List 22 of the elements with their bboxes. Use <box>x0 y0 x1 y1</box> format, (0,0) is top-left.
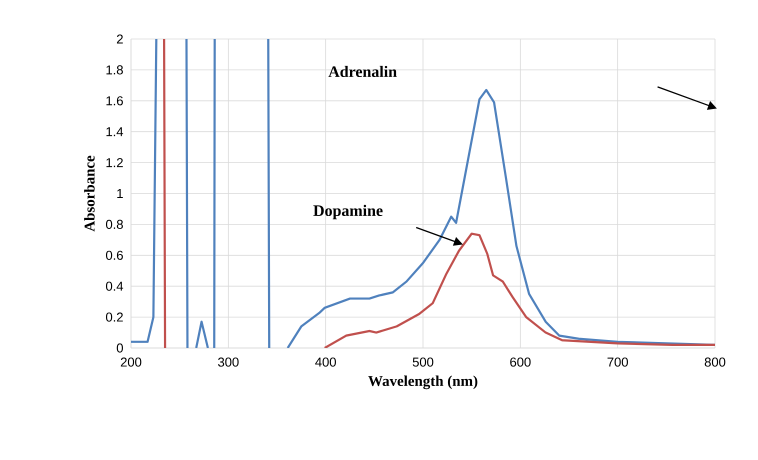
y-tick-label: 1.2 <box>106 158 123 168</box>
x-axis-title: Wavelength (nm) <box>368 376 478 390</box>
x-tick-label: 700 <box>608 358 628 367</box>
x-tick-label: 600 <box>510 358 531 367</box>
y-tick-label: 0.6 <box>106 250 123 260</box>
x-tick-label: 500 <box>412 358 434 367</box>
y-tick-label: 0.4 <box>106 282 124 291</box>
x-tick-label: 200 <box>120 358 142 367</box>
y-tick-label: 1.4 <box>106 127 124 136</box>
y-axis-title: Absorbance <box>84 156 95 232</box>
y-tick-label: 1 <box>117 189 123 198</box>
annotation: Adrenalin <box>328 66 397 78</box>
annotation: Dopamine <box>313 204 383 220</box>
y-tick-label: 2 <box>116 34 123 44</box>
y-tick-label: 0.8 <box>106 220 123 229</box>
x-tick-label: 300 <box>218 358 239 367</box>
x-tick-label: 800 <box>704 358 726 367</box>
y-tick-label: 1.8 <box>106 65 123 74</box>
x-tick-label: 400 <box>315 358 336 367</box>
y-tick-label: 0 <box>116 343 123 353</box>
y-tick-label: 0.2 <box>106 312 123 322</box>
y-tick-label: 1.6 <box>106 96 123 106</box>
